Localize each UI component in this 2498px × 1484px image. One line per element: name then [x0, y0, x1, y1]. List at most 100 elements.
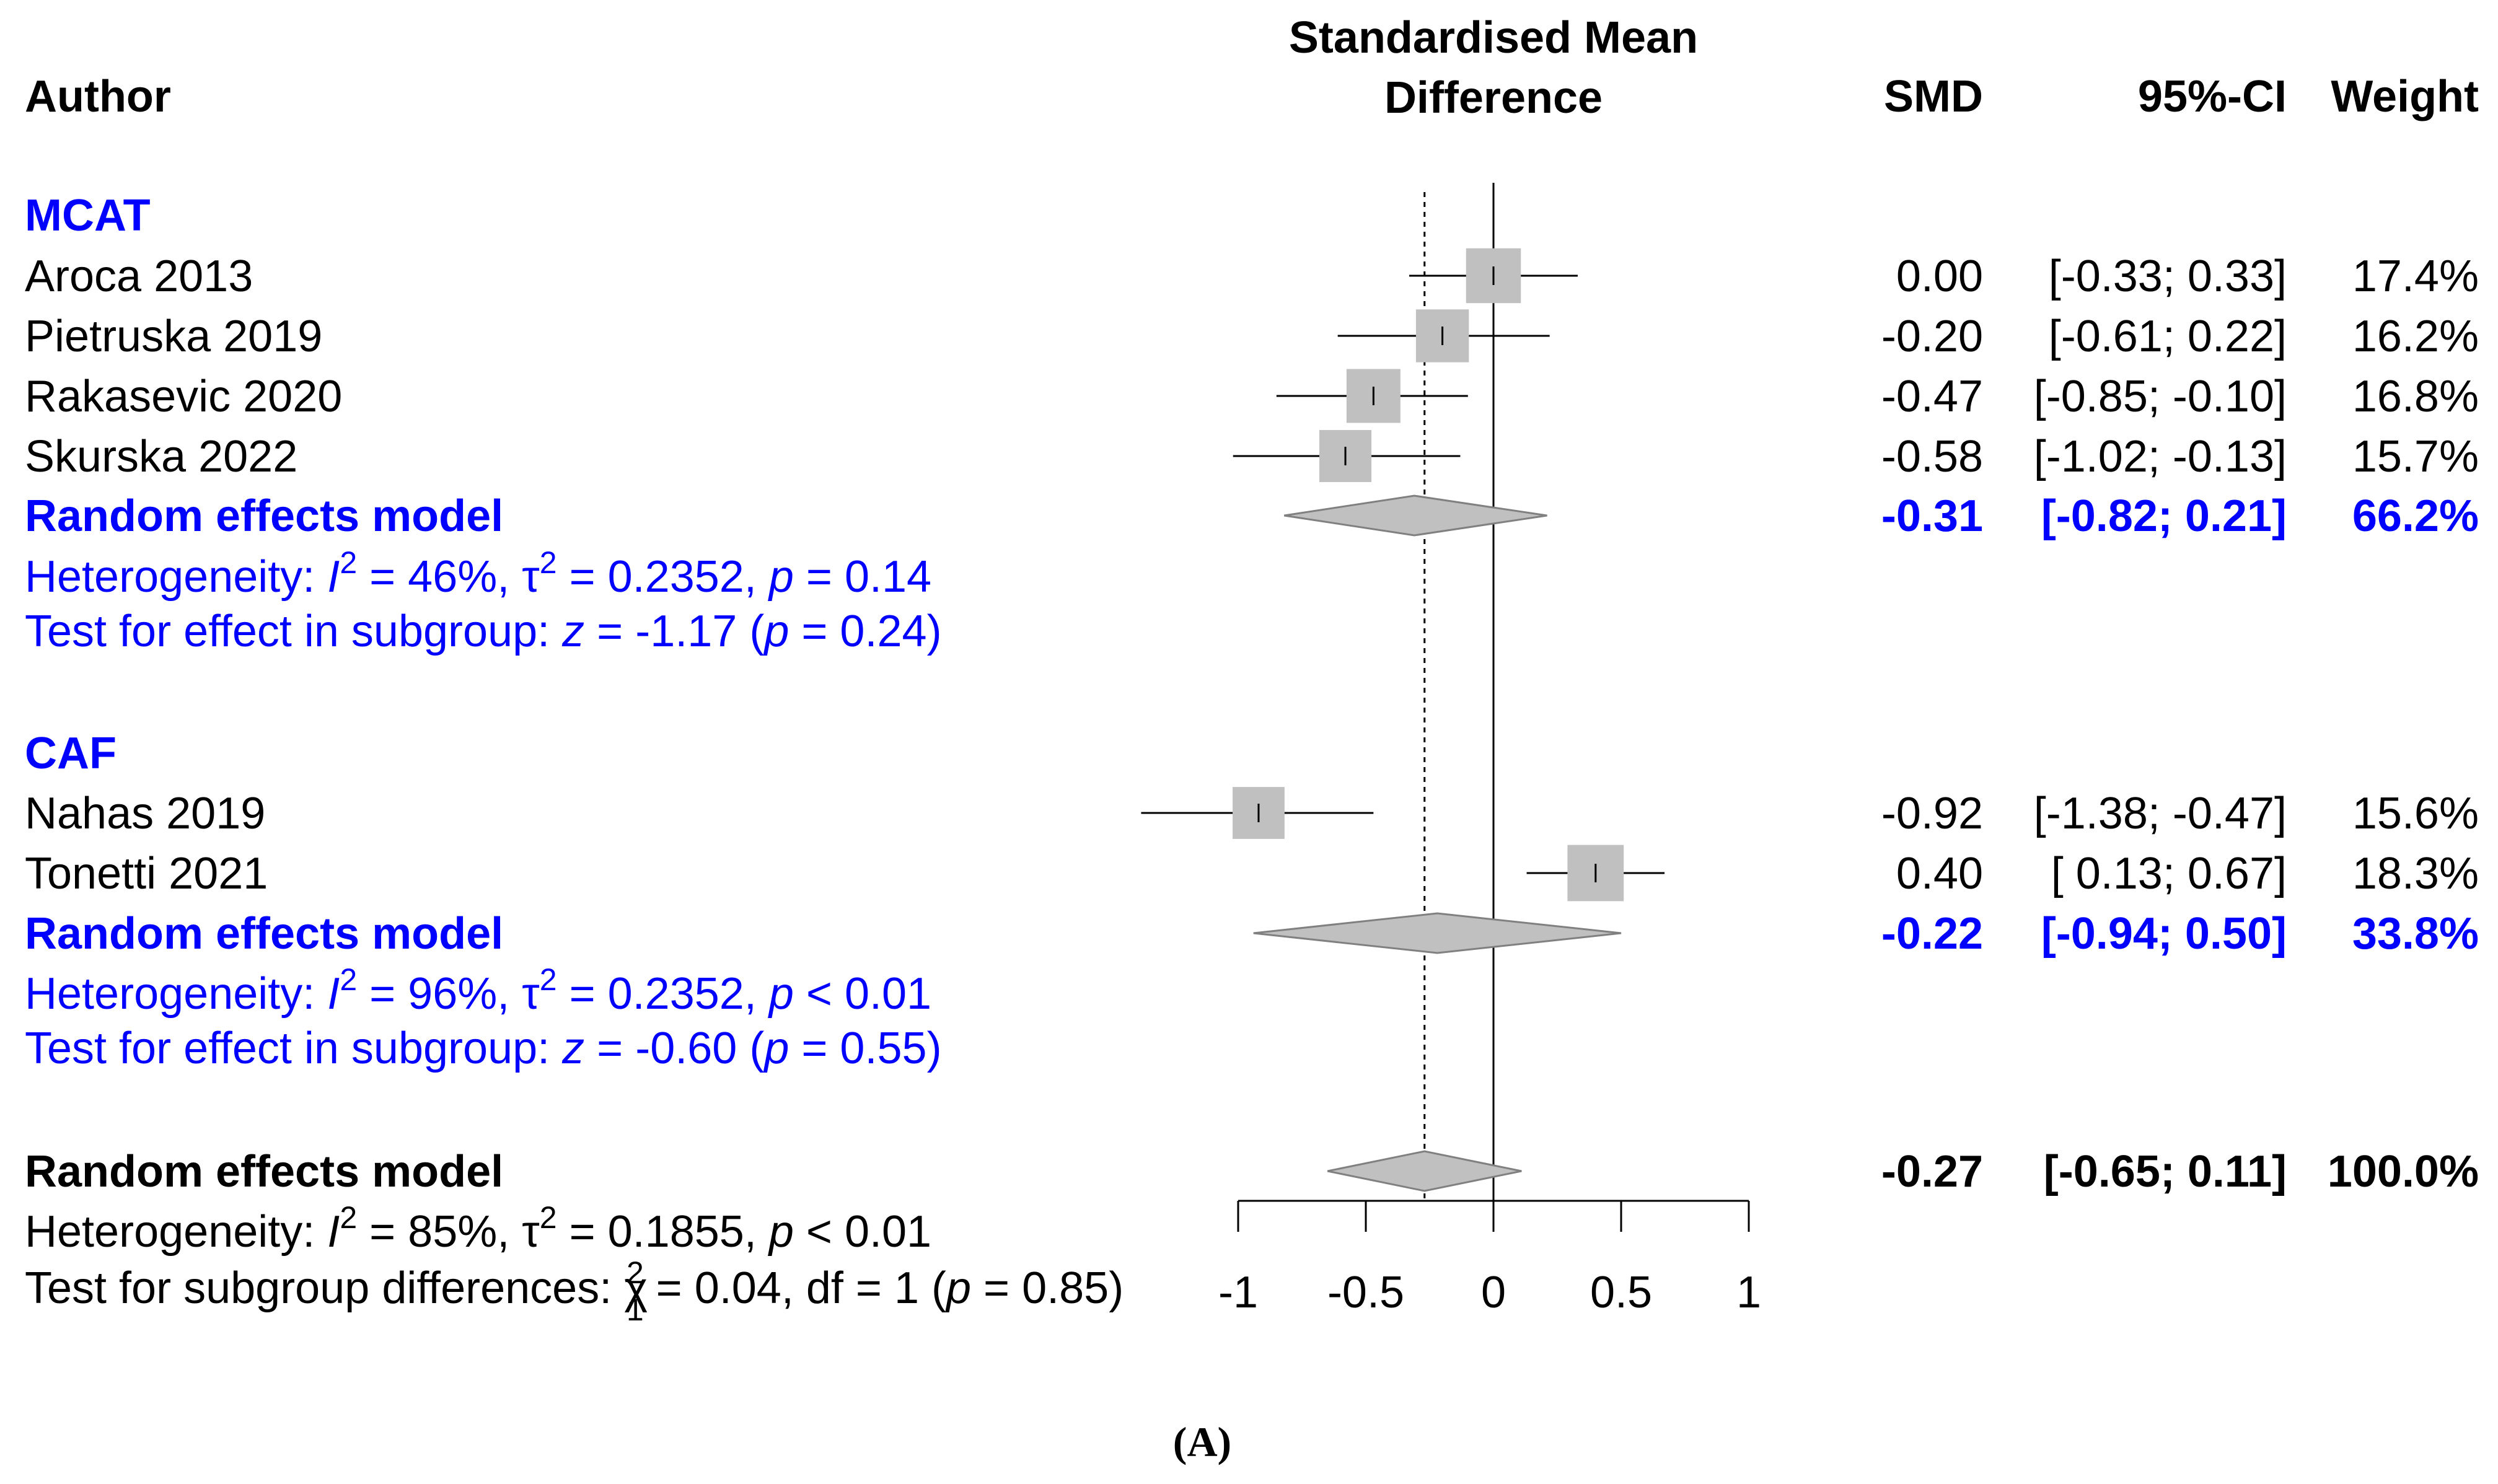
- x-tick-label: -0.5: [1327, 1268, 1404, 1317]
- author-header: Author: [25, 72, 171, 121]
- text-span: = 0.14: [794, 552, 931, 602]
- study-author: Tonetti 2021: [25, 849, 268, 898]
- subgroup-differences-text: Test for subgroup differences: χ2 1 = 0.0…: [25, 1255, 1124, 1327]
- text-span: = 85%,: [357, 1207, 522, 1257]
- subscript: 1: [627, 1293, 644, 1327]
- text-span: = 96%,: [357, 969, 522, 1019]
- p-symbol: p: [763, 1024, 789, 1073]
- heterogeneity-text: Heterogeneity: I2 = 46%, τ2 = 0.2352, p …: [25, 545, 931, 602]
- study-smd: -0.47: [1881, 372, 1983, 421]
- x-tick-label: 0.5: [1590, 1268, 1652, 1317]
- x-tick-label: -1: [1218, 1268, 1258, 1317]
- tau-symbol: τ: [522, 552, 539, 602]
- study-weight: 18.3%: [2352, 849, 2479, 898]
- heterogeneity-text: Heterogeneity: I2 = 96%, τ2 = 0.2352, p …: [25, 962, 931, 1019]
- text-span: Test for effect in subgroup:: [25, 1024, 562, 1073]
- text-span: = 0.24): [789, 607, 941, 656]
- z-symbol: z: [561, 607, 584, 656]
- x-tick-label: 1: [1736, 1268, 1761, 1317]
- overall-model-label: Random effects model: [25, 1147, 503, 1196]
- ci-header: 95%-CI: [2138, 72, 2287, 121]
- group-label-caf: CAF: [25, 729, 117, 778]
- superscript: 2: [627, 1255, 644, 1290]
- figure-caption: (A): [1173, 1418, 1231, 1465]
- p-symbol: p: [768, 1207, 794, 1257]
- text-span: Heterogeneity:: [25, 552, 327, 602]
- study-author: Aroca 2013: [25, 252, 253, 301]
- p-symbol: p: [945, 1263, 971, 1313]
- text-span: = 0.1855,: [557, 1207, 769, 1257]
- superscript: 2: [340, 1200, 357, 1235]
- x-tick-label: 0: [1481, 1268, 1506, 1317]
- study-smd: -0.58: [1881, 432, 1983, 481]
- mcat-model-ci: [-0.82; 0.21]: [2041, 491, 2287, 541]
- caf-model-smd: -0.22: [1881, 909, 1983, 959]
- study-author: Nahas 2019: [25, 789, 265, 838]
- study-ci: [-1.38; -0.47]: [2034, 789, 2287, 838]
- superscript: 2: [340, 545, 357, 580]
- study-smd: 0.40: [1896, 849, 1983, 898]
- chi-symbol: χ: [624, 1263, 648, 1313]
- plot-title-line2: Difference: [1384, 73, 1603, 123]
- superscript: 2: [540, 962, 557, 997]
- overall-model-weight: 100.0%: [2328, 1147, 2479, 1196]
- text-span: = 0.2352,: [557, 552, 769, 602]
- i-squared-symbol: I: [327, 969, 340, 1019]
- mcat-model-weight: 66.2%: [2352, 491, 2479, 541]
- study-smd: 0.00: [1896, 252, 1983, 301]
- study-ci: [-1.02; -0.13]: [2034, 432, 2287, 481]
- text-span: Test for subgroup differences:: [25, 1263, 624, 1313]
- study-smd: -0.20: [1881, 312, 1983, 361]
- text-span: < 0.01: [794, 1207, 931, 1257]
- superscript: 2: [540, 1200, 557, 1235]
- effect-test-text: Test for effect in subgroup: z = -1.17 (…: [25, 607, 942, 656]
- study-ci: [ 0.13; 0.67]: [2051, 849, 2287, 898]
- text-span: = -0.60 (: [584, 1024, 764, 1073]
- overall-model-smd: -0.27: [1881, 1147, 1983, 1196]
- plot-title-line1: Standardised Mean: [1289, 13, 1698, 63]
- superscript: 2: [340, 962, 357, 997]
- tau-symbol: τ: [522, 1207, 539, 1257]
- text-span: = 0.2352,: [557, 969, 769, 1019]
- z-symbol: z: [561, 1024, 584, 1073]
- p-symbol: p: [768, 969, 794, 1019]
- overall-model-ci: [-0.65; 0.11]: [2044, 1147, 2287, 1196]
- overall-model-diamond: [1327, 1150, 1522, 1192]
- caf-model-label: Random effects model: [25, 909, 503, 959]
- effect-test-text: Test for effect in subgroup: z = -0.60 (…: [25, 1024, 942, 1073]
- study-weight: 16.8%: [2352, 372, 2479, 421]
- study-weight: 17.4%: [2352, 252, 2479, 301]
- study-ci: [-0.61; 0.22]: [2049, 312, 2287, 361]
- study-weight: 16.2%: [2352, 312, 2479, 361]
- text-span: = 46%,: [357, 552, 522, 602]
- text-span: Heterogeneity:: [25, 969, 327, 1019]
- text-span: = -1.17 (: [584, 607, 764, 656]
- study-ci: [-0.85; -0.10]: [2034, 372, 2287, 421]
- text-span: = 0.55): [789, 1024, 941, 1073]
- smd-header: SMD: [1884, 72, 1983, 121]
- caf-model-weight: 33.8%: [2352, 909, 2479, 959]
- group-label-mcat: MCAT: [25, 191, 151, 240]
- p-symbol: p: [768, 552, 794, 602]
- study-weight: 15.6%: [2352, 789, 2479, 838]
- text-span: Heterogeneity:: [25, 1207, 327, 1257]
- tau-symbol: τ: [522, 969, 539, 1019]
- mcat-model-label: Random effects model: [25, 491, 503, 541]
- text-span: = 0.04, df = 1 (: [644, 1263, 946, 1313]
- p-symbol: p: [763, 607, 789, 656]
- study-smd: -0.92: [1881, 789, 1983, 838]
- text-span: < 0.01: [794, 969, 931, 1019]
- mcat-model-diamond: [1283, 494, 1547, 537]
- caf-model-diamond: [1253, 912, 1622, 954]
- mcat-model-smd: -0.31: [1881, 491, 1983, 541]
- study-author: Skurska 2022: [25, 432, 297, 481]
- study-author: Rakasevic 2020: [25, 372, 342, 421]
- study-weight: 15.7%: [2352, 432, 2479, 481]
- text-span: = 0.85): [971, 1263, 1124, 1313]
- heterogeneity-text: Heterogeneity: I2 = 85%, τ2 = 0.1855, p …: [25, 1200, 931, 1257]
- caf-model-ci: [-0.94; 0.50]: [2041, 909, 2287, 959]
- superscript: 2: [540, 545, 557, 580]
- study-ci: [-0.33; 0.33]: [2049, 252, 2287, 301]
